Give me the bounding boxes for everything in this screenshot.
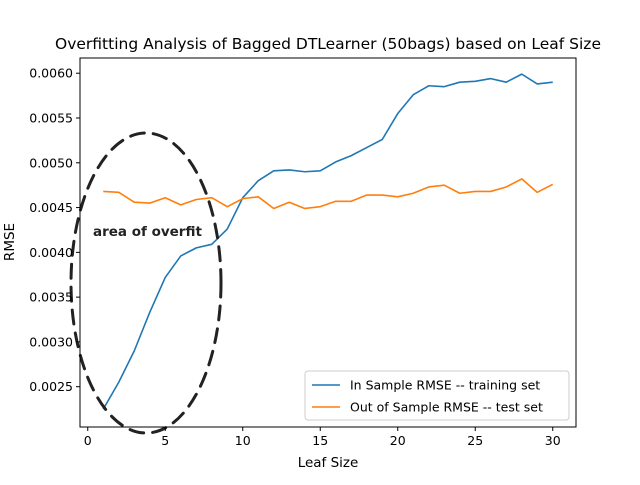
x-tick-label: 0	[84, 433, 92, 448]
overfit-ellipse	[69, 131, 223, 435]
series-line-test	[103, 178, 554, 210]
x-axis-ticks: 0 5 10 15 20 25 30	[84, 427, 561, 448]
legend-box	[304, 370, 570, 421]
chart-title: Overfitting Analysis of Bagged DTLearner…	[55, 35, 601, 53]
annotation-layer: area of overfit	[69, 131, 223, 435]
x-tick-label: 10	[235, 433, 251, 448]
series-line-train	[102, 73, 553, 410]
plot-frame	[79, 57, 577, 428]
legend-label: Out of Sample RMSE -- test set	[350, 400, 543, 415]
y-tick-label: 0.0055	[29, 111, 73, 126]
x-tick-label: 30	[545, 433, 561, 448]
legend-label: In Sample RMSE -- training set	[350, 378, 540, 393]
series-layer	[102, 73, 554, 410]
x-tick-label: 25	[467, 433, 483, 448]
y-tick-label: 0.0030	[29, 334, 73, 349]
y-tick-label: 0.0045	[29, 200, 73, 215]
y-tick-label: 0.0035	[29, 290, 73, 305]
y-tick-label: 0.0040	[29, 245, 73, 260]
y-tick-label: 0.0050	[29, 155, 73, 170]
x-tick-label: 15	[312, 433, 328, 448]
x-axis-label: Leaf Size	[298, 455, 359, 471]
x-tick-label: 20	[390, 433, 406, 448]
y-tick-label: 0.0060	[29, 66, 73, 81]
y-axis-label: RMSE	[2, 223, 18, 261]
annotation-text: area of overfit	[93, 224, 202, 240]
y-tick-label: 0.0025	[29, 379, 73, 394]
y-axis-ticks: 0.0025 0.0030 0.0035 0.0040 0.0045 0.0050 0.00…	[29, 66, 80, 394]
legend: In Sample RMSE -- training set Out of Sam…	[304, 370, 570, 421]
x-tick-label: 5	[161, 433, 169, 448]
